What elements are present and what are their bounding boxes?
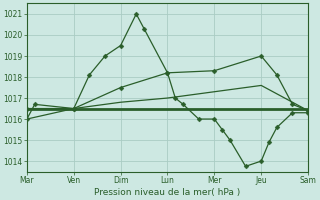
X-axis label: Pression niveau de la mer( hPa ): Pression niveau de la mer( hPa )	[94, 188, 241, 197]
